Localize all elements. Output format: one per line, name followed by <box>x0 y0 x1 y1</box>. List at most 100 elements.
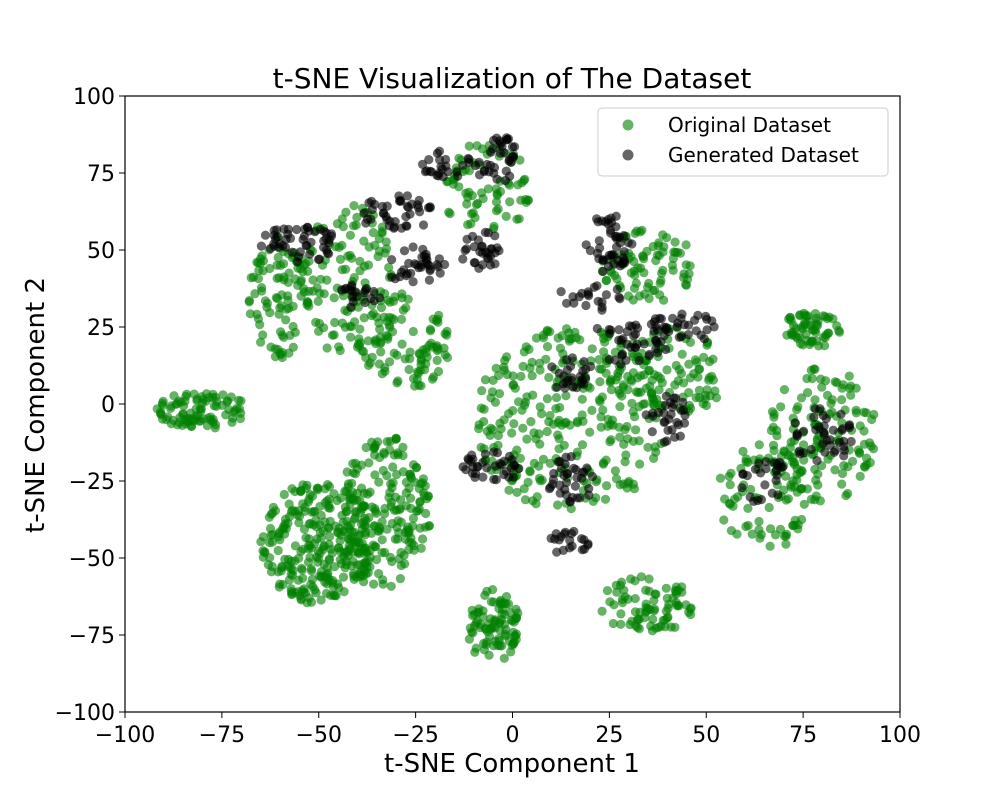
data-point <box>418 244 428 254</box>
data-point <box>784 314 794 324</box>
data-point <box>542 426 552 437</box>
data-point <box>618 258 628 268</box>
data-point <box>363 489 373 499</box>
data-point <box>640 613 650 623</box>
data-point <box>579 535 589 545</box>
data-point <box>418 534 428 544</box>
data-point <box>523 477 533 487</box>
data-point <box>315 520 325 530</box>
data-point <box>388 462 398 472</box>
data-point <box>510 383 520 393</box>
data-point <box>861 408 871 418</box>
data-point <box>651 335 661 345</box>
data-point <box>478 472 488 482</box>
data-point <box>189 416 199 426</box>
data-point <box>587 471 598 482</box>
data-point <box>693 372 703 382</box>
data-point <box>796 393 807 403</box>
data-point <box>749 496 759 506</box>
data-point <box>228 413 238 423</box>
data-point <box>404 537 414 547</box>
data-point <box>489 474 499 484</box>
data-point <box>779 385 790 395</box>
data-point <box>629 484 640 494</box>
data-point <box>314 254 325 264</box>
data-point <box>677 349 687 359</box>
data-point <box>792 431 802 441</box>
data-point <box>487 387 498 397</box>
data-point <box>359 236 369 246</box>
data-point <box>445 209 455 219</box>
data-point <box>318 323 329 333</box>
data-point <box>715 473 726 483</box>
data-point <box>761 464 771 474</box>
data-point <box>288 321 298 332</box>
data-point <box>843 488 853 499</box>
data-point <box>329 562 340 572</box>
data-point <box>246 273 256 283</box>
data-point <box>564 336 575 346</box>
data-point <box>304 519 314 529</box>
y-tick-label: −25 <box>69 470 115 495</box>
data-point <box>374 526 384 536</box>
data-point <box>364 458 374 468</box>
legend-box <box>597 107 889 177</box>
data-point <box>678 397 688 407</box>
data-point <box>494 136 505 146</box>
data-point <box>609 250 619 260</box>
data-point <box>305 249 315 259</box>
data-point <box>296 291 306 301</box>
data-point <box>702 325 712 335</box>
data-point <box>653 371 663 381</box>
data-point <box>819 421 829 431</box>
data-point <box>375 338 385 349</box>
data-point <box>486 597 496 607</box>
data-point <box>764 502 774 513</box>
data-point <box>257 283 267 293</box>
data-point <box>671 587 681 597</box>
data-point <box>370 470 380 480</box>
data-point <box>405 209 415 219</box>
data-point <box>708 354 718 364</box>
data-point <box>382 471 392 481</box>
data-point <box>801 329 811 339</box>
data-point <box>352 212 362 222</box>
data-point <box>570 481 581 491</box>
data-point <box>577 467 588 477</box>
data-point <box>541 354 551 364</box>
data-point <box>418 345 428 355</box>
data-point <box>659 295 669 305</box>
data-point <box>865 438 875 448</box>
data-point <box>577 394 587 404</box>
data-point <box>355 530 365 540</box>
data-point <box>776 462 786 472</box>
data-point <box>290 541 300 551</box>
data-point <box>265 263 275 274</box>
data-point <box>366 310 377 321</box>
data-point <box>577 410 587 420</box>
data-point <box>270 352 280 362</box>
data-point <box>525 363 535 373</box>
data-point <box>620 457 630 467</box>
data-point <box>406 268 416 278</box>
data-point <box>349 574 359 585</box>
data-point <box>611 222 621 232</box>
data-point <box>669 393 679 403</box>
data-point <box>823 454 833 464</box>
data-point <box>771 475 781 486</box>
legend-label-generated: Generated Dataset <box>668 143 859 167</box>
data-point <box>464 187 474 197</box>
x-tick-label: −50 <box>296 723 342 748</box>
data-point <box>486 147 496 157</box>
data-point <box>425 166 435 176</box>
data-point <box>670 237 680 247</box>
data-point <box>837 468 848 479</box>
data-point <box>690 315 700 325</box>
data-point <box>592 281 602 291</box>
data-point <box>325 516 335 527</box>
data-point <box>789 320 799 331</box>
data-point <box>288 570 298 580</box>
data-point <box>355 338 365 348</box>
data-point <box>562 365 573 375</box>
data-point <box>226 392 236 402</box>
